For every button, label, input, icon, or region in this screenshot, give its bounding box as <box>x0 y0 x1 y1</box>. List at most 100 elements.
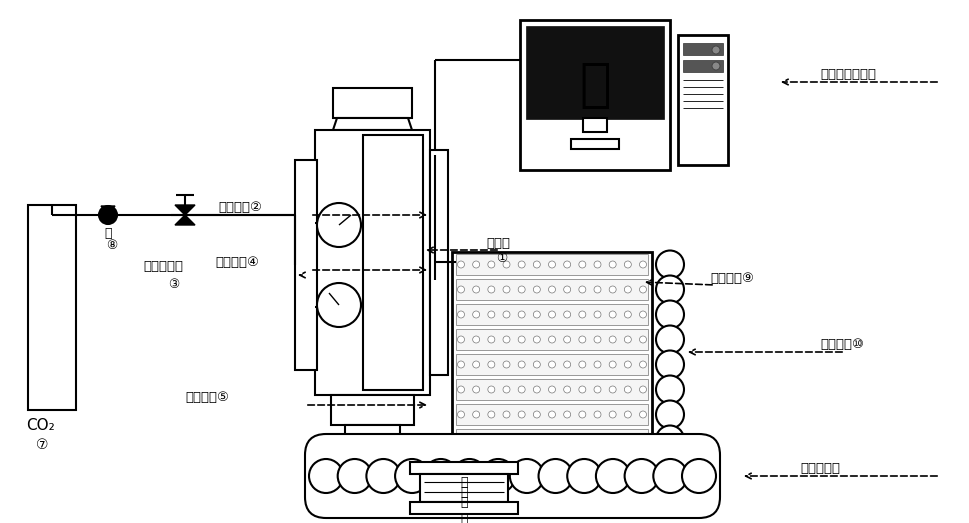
Circle shape <box>578 361 586 368</box>
Circle shape <box>518 311 525 318</box>
Text: 🖥: 🖥 <box>579 59 610 111</box>
Text: ①: ① <box>496 252 507 265</box>
Circle shape <box>518 286 525 293</box>
Circle shape <box>533 261 541 268</box>
Circle shape <box>503 261 510 268</box>
Circle shape <box>712 46 720 54</box>
Circle shape <box>640 336 646 343</box>
Circle shape <box>640 386 646 393</box>
Polygon shape <box>175 215 195 225</box>
Bar <box>520 20 670 170</box>
Text: 出料控制⑤: 出料控制⑤ <box>185 391 229 404</box>
Circle shape <box>503 436 510 443</box>
Circle shape <box>503 386 510 393</box>
Circle shape <box>487 436 495 443</box>
Circle shape <box>533 336 541 343</box>
Circle shape <box>567 459 601 493</box>
Circle shape <box>510 459 544 493</box>
Text: ③: ③ <box>168 278 179 291</box>
Circle shape <box>594 261 601 268</box>
Circle shape <box>712 62 720 70</box>
Circle shape <box>640 286 646 293</box>
Text: 進料控制②: 進料控制② <box>218 201 262 214</box>
Circle shape <box>457 311 464 318</box>
Circle shape <box>578 336 586 343</box>
Polygon shape <box>101 206 115 215</box>
Circle shape <box>366 459 400 493</box>
Circle shape <box>656 301 684 328</box>
Text: 電腦遠端控制⓪: 電腦遠端控制⓪ <box>820 68 876 81</box>
Text: 桶: 桶 <box>460 496 468 509</box>
Circle shape <box>594 411 601 418</box>
Circle shape <box>564 436 571 443</box>
Bar <box>410 502 518 514</box>
Text: CO₂: CO₂ <box>26 418 55 433</box>
Circle shape <box>625 459 659 493</box>
Circle shape <box>457 336 464 343</box>
Circle shape <box>610 261 616 268</box>
Circle shape <box>578 436 586 443</box>
Circle shape <box>656 325 684 354</box>
Circle shape <box>457 286 464 293</box>
Circle shape <box>533 436 541 443</box>
Circle shape <box>457 261 464 268</box>
Bar <box>430 150 448 375</box>
Circle shape <box>610 336 616 343</box>
FancyBboxPatch shape <box>305 434 720 518</box>
Circle shape <box>656 350 684 379</box>
Bar <box>678 35 728 165</box>
Circle shape <box>640 436 646 443</box>
Circle shape <box>487 311 495 318</box>
Circle shape <box>682 459 716 493</box>
Bar <box>571 139 619 149</box>
Bar <box>683 43 723 55</box>
Circle shape <box>564 311 571 318</box>
Text: ⑧: ⑧ <box>106 239 117 252</box>
Circle shape <box>487 336 495 343</box>
Circle shape <box>457 411 464 418</box>
Bar <box>345 425 400 443</box>
Bar <box>295 160 317 370</box>
Text: 溫度壓力錶: 溫度壓力錶 <box>143 260 183 273</box>
Circle shape <box>653 459 687 493</box>
Text: 反應槽: 反應槽 <box>486 237 510 250</box>
Bar <box>456 429 648 450</box>
Circle shape <box>564 286 571 293</box>
Circle shape <box>564 261 571 268</box>
Circle shape <box>548 411 555 418</box>
Circle shape <box>624 311 632 318</box>
Text: 光源控制⑩: 光源控制⑩ <box>820 338 864 351</box>
Circle shape <box>594 436 601 443</box>
Circle shape <box>457 361 464 368</box>
Circle shape <box>548 336 555 343</box>
Circle shape <box>518 386 525 393</box>
Circle shape <box>610 361 616 368</box>
Circle shape <box>656 401 684 428</box>
Circle shape <box>503 411 510 418</box>
Circle shape <box>640 411 646 418</box>
Circle shape <box>624 436 632 443</box>
Circle shape <box>99 206 117 224</box>
Text: 收: 收 <box>460 476 468 489</box>
Circle shape <box>624 411 632 418</box>
Circle shape <box>473 336 480 343</box>
Circle shape <box>624 286 632 293</box>
Circle shape <box>337 459 372 493</box>
Bar <box>410 462 518 474</box>
Text: 反應控制④: 反應控制④ <box>215 256 259 269</box>
Bar <box>583 118 607 131</box>
Bar <box>526 26 664 119</box>
Circle shape <box>473 286 480 293</box>
Circle shape <box>487 261 495 268</box>
Bar <box>331 395 414 425</box>
Circle shape <box>596 459 630 493</box>
Bar <box>28 205 76 410</box>
Bar <box>456 354 648 375</box>
Text: 輸送控制⑫: 輸送控制⑫ <box>800 462 840 475</box>
Circle shape <box>518 361 525 368</box>
Text: ⑦: ⑦ <box>36 438 48 452</box>
Text: ⑬: ⑬ <box>460 512 468 523</box>
Circle shape <box>656 251 684 279</box>
Circle shape <box>610 286 616 293</box>
Bar <box>456 304 648 325</box>
